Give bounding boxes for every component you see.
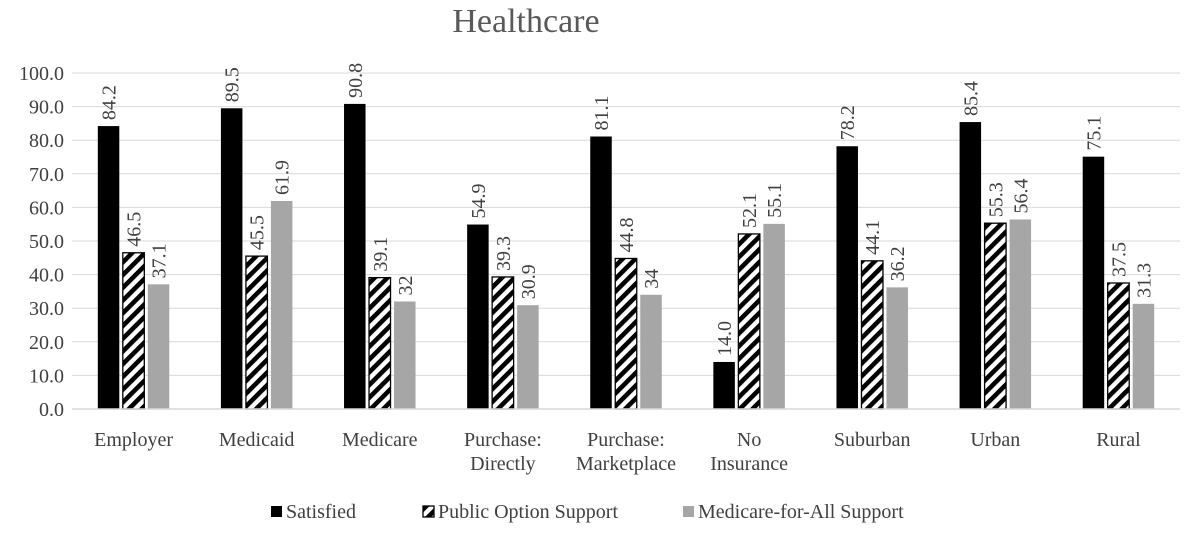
bar-medicare-for-all-support [1132, 303, 1155, 409]
bar-satisfied [220, 108, 243, 409]
bar-medicare-for-all-support [886, 287, 908, 409]
bar-public-option-support [737, 233, 761, 410]
bar-satisfied [590, 136, 612, 409]
x-tick-label: Medicaid [219, 429, 295, 451]
data-label: 39.1 [370, 237, 392, 272]
x-axis: Employer Medicaid Medicare Purchase: Directl… [72, 408, 1180, 475]
legend-swatch [683, 506, 694, 517]
bar-medicare-for-all-support [394, 301, 416, 409]
y-tick-label: 0.0 [39, 399, 64, 421]
bar-medicare-for-all-support [270, 201, 293, 409]
data-label: 39.3 [493, 236, 515, 271]
bar-medicare-for-all-support [517, 305, 539, 409]
bar-satisfied [344, 103, 366, 410]
y-axis: 0.0 10.0 20.0 30.0 40.0 50.0 60.0 70.0 80.0 90.0 1… [19, 63, 64, 421]
x-tick-label: Urban [970, 429, 1020, 451]
y-tick-label: 80.0 [29, 130, 64, 152]
data-label: 81.1 [591, 96, 613, 131]
bar-satisfied [467, 224, 489, 409]
y-tick-label: 90.0 [29, 97, 64, 119]
bar-medicare-for-all-support [763, 223, 785, 409]
x-tick-label: Medicare [342, 429, 418, 451]
x-tick-label: Employer [94, 429, 173, 451]
data-label: 44.1 [862, 220, 884, 255]
data-label: 32 [395, 275, 417, 295]
y-tick-label: 40.0 [29, 265, 64, 287]
data-label: 84.2 [99, 85, 121, 120]
y-tick-label: 100.0 [19, 63, 64, 85]
data-label: 30.9 [518, 264, 540, 299]
data-label: 54.9 [468, 184, 490, 219]
bars: 84.2 46.537.1 89.5 45.561.9 90.8 39.132 54.939… [97, 63, 1155, 410]
data-label: 89.5 [222, 67, 244, 102]
legend-swatch [271, 506, 282, 517]
data-label: 78.2 [837, 105, 859, 140]
x-tick-label: Rural [1096, 429, 1141, 451]
bar-medicare-for-all-support [1009, 219, 1032, 409]
data-label: 44.8 [616, 217, 638, 252]
bar-public-option-support [1107, 282, 1130, 410]
x-tick-label: No Insurance [710, 429, 788, 475]
y-tick-label: 50.0 [29, 231, 64, 253]
data-label: 52.1 [739, 193, 761, 228]
bar-medicare-for-all-support [640, 294, 662, 409]
legend-label: Medicare-for-All Support [698, 501, 904, 523]
data-label: 34 [641, 269, 663, 289]
x-tick-label: Purchase: Directly [464, 429, 542, 475]
bar-public-option-support [122, 252, 145, 410]
bar-satisfied [713, 361, 735, 409]
data-label: 55.1 [764, 183, 786, 218]
legend-label: Public Option Support [438, 501, 618, 523]
bar-public-option-support [860, 260, 884, 410]
data-label: 37.1 [149, 243, 171, 278]
legend-label: Satisfied [286, 501, 356, 523]
legend-swatch [422, 505, 435, 518]
y-tick-label: 20.0 [29, 332, 64, 354]
chart-title: Healthcare [452, 3, 599, 40]
bar-public-option-support [491, 276, 515, 410]
y-tick-label: 10.0 [29, 365, 64, 387]
y-tick-label: 70.0 [29, 164, 64, 186]
bar-satisfied [97, 126, 120, 409]
data-label: 56.4 [1010, 178, 1032, 213]
y-tick-label: 30.0 [29, 298, 64, 320]
data-label: 37.5 [1108, 242, 1130, 277]
legend: Satisfied Public Option Support Medicare-f… [271, 501, 904, 523]
bar-public-option-support [245, 255, 269, 410]
data-label: 61.9 [272, 160, 294, 195]
y-tick-label: 60.0 [29, 197, 64, 219]
data-label: 90.8 [345, 63, 367, 98]
data-label: 14.0 [714, 321, 736, 356]
x-tick-label: Suburban [834, 429, 911, 451]
data-label: 45.5 [247, 215, 269, 250]
data-label: 46.5 [124, 212, 146, 247]
bar-public-option-support [614, 257, 638, 410]
bar-public-option-support [368, 276, 392, 410]
x-tick-label: Purchase: Marketplace [576, 429, 676, 475]
data-label: 36.2 [887, 246, 909, 281]
bar-medicare-for-all-support [147, 284, 170, 409]
data-label: 31.3 [1133, 263, 1155, 298]
data-label: 55.3 [985, 182, 1007, 217]
data-label: 75.1 [1083, 116, 1105, 151]
bar-satisfied [836, 146, 858, 410]
bar-satisfied [1082, 156, 1105, 409]
bar-public-option-support [983, 222, 1007, 410]
data-label: 85.4 [960, 81, 982, 116]
bar-satisfied [959, 122, 982, 409]
